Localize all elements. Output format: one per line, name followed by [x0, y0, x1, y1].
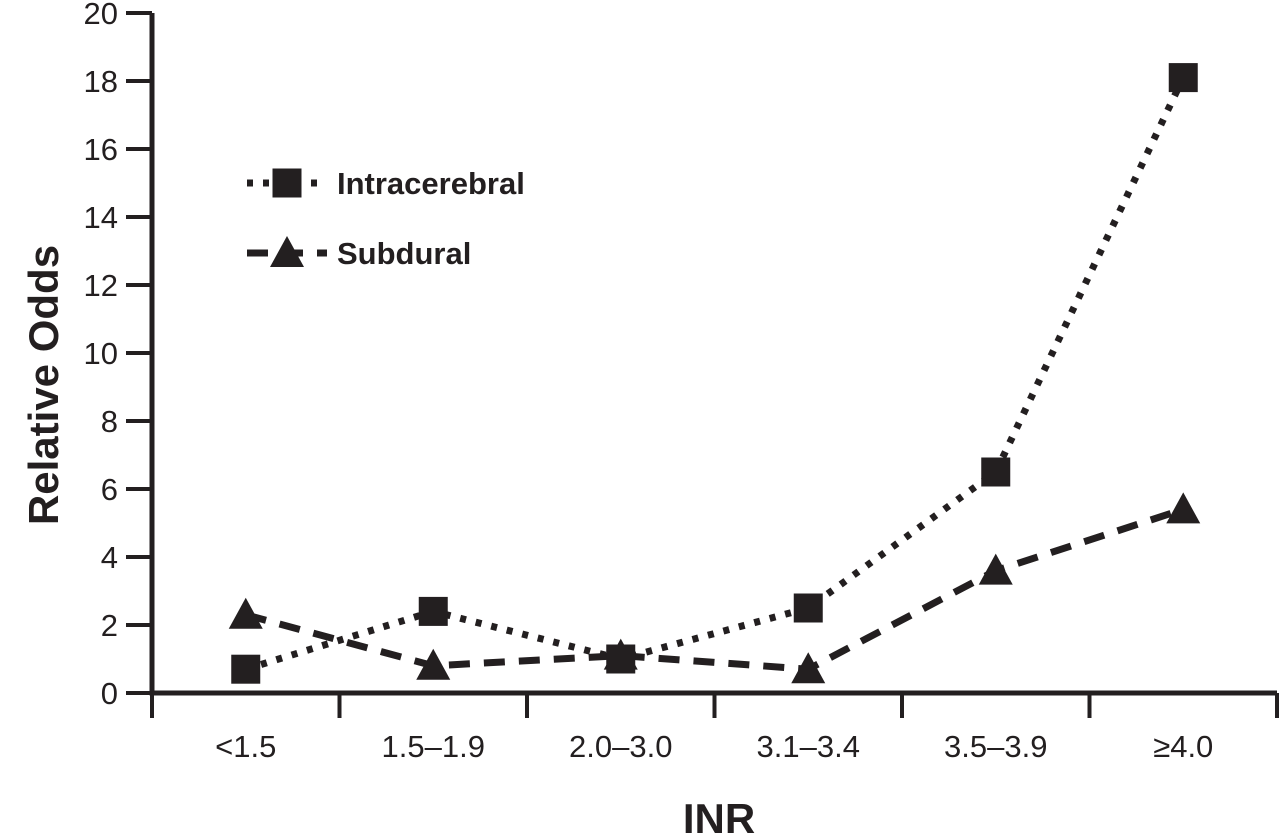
legend-item-intracerebral: Intracerebral [247, 166, 525, 201]
data-point-intracerebral [231, 654, 261, 684]
data-point-subdural [978, 553, 1013, 585]
y-tick-label: 0 [101, 676, 118, 711]
y-tick-label: 14 [84, 200, 118, 235]
y-tick-label: 16 [84, 132, 118, 167]
legend-marker-triangle [270, 236, 304, 267]
legend-label: Subdural [337, 236, 471, 271]
x-axis-title: INR [683, 795, 755, 836]
x-tick-label: ≥4.0 [1153, 729, 1213, 764]
data-point-intracerebral [981, 457, 1011, 487]
legend: Intracerebral Subdural [247, 166, 525, 271]
y-tick-label: 8 [101, 404, 118, 439]
data-point-intracerebral [418, 596, 448, 626]
data-point-intracerebral [1168, 63, 1198, 93]
y-tick-label: 12 [84, 268, 118, 303]
y-tick-label: 4 [101, 540, 118, 575]
series-layer [228, 63, 1201, 684]
legend-label: Intracerebral [337, 166, 525, 201]
data-point-subdural [791, 652, 826, 684]
data-point-subdural [416, 648, 451, 680]
legend-item-subdural: Subdural [247, 236, 471, 271]
x-tick-label: 3.5–3.9 [944, 729, 1047, 764]
y-tick-label: 10 [84, 336, 118, 371]
data-point-subdural [1166, 492, 1201, 524]
legend-marker-square [272, 168, 302, 198]
axes-layer: 0 2 4 6 8 10 12 14 16 18 20 <1.5 1.5–1.9 2.0–3.0 3.1–3… [84, 0, 1279, 764]
y-tick-label: 2 [101, 608, 118, 643]
x-tick-label: 3.1–3.4 [757, 729, 860, 764]
series-line-subdural [244, 506, 1185, 673]
x-tick-label: 2.0–3.0 [569, 729, 672, 764]
x-tick-label: 1.5–1.9 [382, 729, 485, 764]
y-axis-title: Relative Odds [20, 245, 67, 525]
data-point-intracerebral [606, 644, 636, 674]
y-tick-label: 20 [84, 0, 118, 31]
x-tick-label: <1.5 [215, 729, 276, 764]
data-point-subdural [228, 597, 263, 629]
y-tick-label: 18 [84, 64, 118, 99]
y-tick-label: 6 [101, 472, 118, 507]
data-point-intracerebral [793, 593, 823, 623]
series-line-intracerebral [244, 76, 1187, 673]
